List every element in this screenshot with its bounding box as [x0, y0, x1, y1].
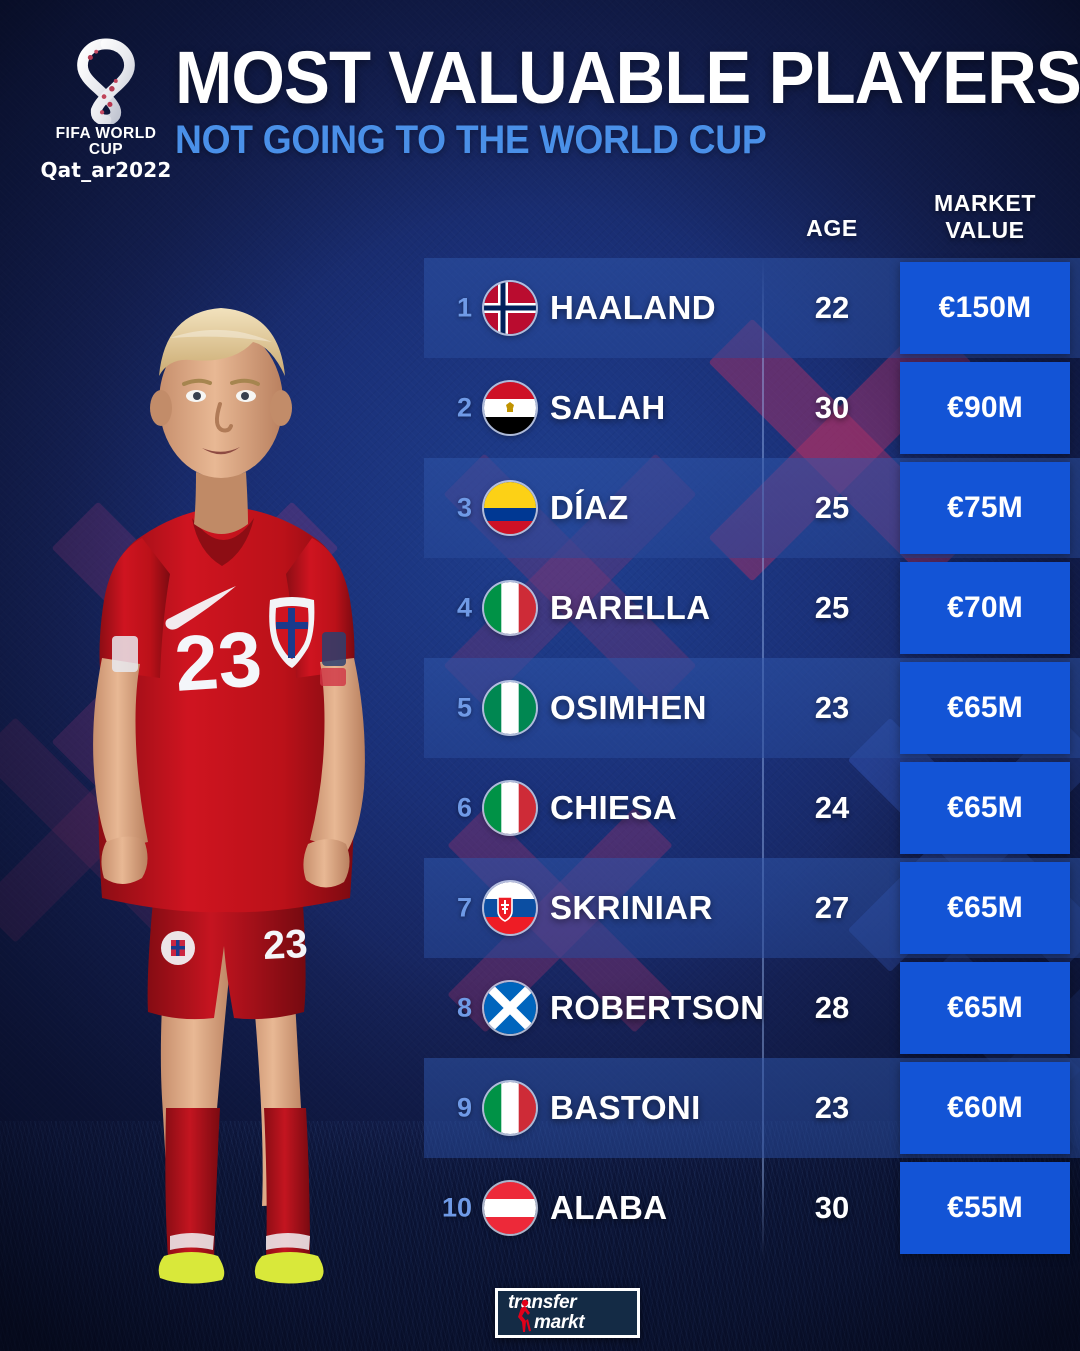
flag-slovakia-icon: [484, 882, 536, 934]
player-market-value: €55M: [900, 1162, 1070, 1254]
player-age: 30: [814, 390, 850, 425]
player-name: ALABA: [550, 1189, 668, 1226]
header: FIFA WORLD CUP Qat_ar2022 MOST VALUABLE …: [0, 0, 1080, 190]
player-name: OSIMHEN: [550, 689, 707, 726]
player-age: 30: [814, 1190, 850, 1225]
player-age: 23: [814, 1090, 850, 1125]
transfermarkt-logo-line2: markt: [534, 1312, 585, 1333]
flag-italy-icon: [484, 582, 536, 634]
rank-number: 5: [456, 692, 472, 723]
transfermarkt-logo: transfer markt: [495, 1288, 640, 1338]
table-row[interactable]: 8 ROBERTSON 28 €65M: [0, 958, 1080, 1058]
player-market-value: €65M: [900, 862, 1070, 954]
rank-number: 6: [456, 792, 472, 823]
player-name: SALAH: [550, 389, 666, 426]
player-market-value: €90M: [900, 362, 1070, 454]
flag-nigeria-icon: [484, 682, 536, 734]
page-subtitle: NOT GOING TO THE WORLD CUP: [175, 118, 767, 163]
flag-italy-icon: [484, 1082, 536, 1134]
table-row[interactable]: 10 ALABA 30 €55M: [0, 1158, 1080, 1258]
player-age: 24: [814, 790, 850, 825]
player-age: 25: [814, 590, 850, 625]
rank-number: 7: [456, 892, 472, 923]
player-name: DÍAZ: [550, 489, 629, 526]
player-age: 27: [814, 890, 850, 925]
column-header-market-value-line1: MARKET: [934, 190, 1036, 216]
flag-scotland-icon: [484, 982, 536, 1034]
player-market-value: €70M: [900, 562, 1070, 654]
player-age: 25: [814, 490, 850, 525]
table-row[interactable]: 3 DÍAZ 25 €75M: [0, 458, 1080, 558]
column-headers: AGE MARKET VALUE: [0, 180, 1080, 258]
players-table: 1 HAALAND 22 €150M 2 SALAH 30 €90M 3 DÍAZ 25 €75…: [0, 258, 1080, 1260]
player-market-value: €65M: [900, 762, 1070, 854]
player-name: CHIESA: [550, 789, 678, 826]
table-row[interactable]: 9 BASTONI 23 €60M: [0, 1058, 1080, 1158]
flag-colombia-icon: [484, 482, 536, 534]
table-row[interactable]: 1 HAALAND 22 €150M: [0, 258, 1080, 358]
player-market-value: €65M: [900, 962, 1070, 1054]
player-name: BARELLA: [550, 589, 711, 626]
player-market-value: €65M: [900, 662, 1070, 754]
table-row[interactable]: 5 OSIMHEN 23 €65M: [0, 658, 1080, 758]
transfermarkt-player-figure-icon: [518, 1299, 531, 1332]
rank-number: 4: [456, 592, 472, 623]
table-row[interactable]: 4 BARELLA 25 €70M: [0, 558, 1080, 658]
column-header-market-value: MARKET VALUE: [900, 190, 1070, 244]
flag-egypt-icon: [484, 382, 536, 434]
table-row[interactable]: 7 SKRINIAR 27 €65M: [0, 858, 1080, 958]
fifa-world-cup-qatar-2022-logo: FIFA WORLD CUP Qat_ar2022: [38, 36, 174, 181]
table-row[interactable]: 2 SALAH 30 €90M: [0, 358, 1080, 458]
player-name: ROBERTSON: [550, 989, 765, 1026]
page-title: MOST VALUABLE PLAYERS: [175, 36, 1080, 119]
title-block: MOST VALUABLE PLAYERS NOT GOING TO THE W…: [175, 36, 1080, 163]
column-header-age: AGE: [806, 215, 858, 241]
player-age: 22: [814, 290, 850, 325]
player-age: 23: [814, 690, 850, 725]
player-market-value: €75M: [900, 462, 1070, 554]
player-name: BASTONI: [550, 1089, 701, 1126]
erling-haaland-photo: 23 23: [20, 218, 430, 1288]
rank-number: 8: [456, 992, 472, 1023]
player-market-value: €150M: [900, 262, 1070, 354]
flag-italy-icon: [484, 782, 536, 834]
player-age: 28: [814, 990, 850, 1025]
table-row[interactable]: 6 CHIESA 24 €65M: [0, 758, 1080, 858]
flag-austria-icon: [484, 1182, 536, 1234]
svg-text:23: 23: [262, 922, 309, 968]
rank-number: 2: [456, 392, 472, 423]
rank-number: 9: [456, 1092, 472, 1123]
column-divider: [762, 258, 764, 1258]
player-name: SKRINIAR: [550, 889, 713, 926]
rank-number: 10: [441, 1192, 472, 1223]
rank-number: 1: [456, 292, 472, 323]
flag-norway-icon: [484, 282, 536, 334]
fifa-logo-line1: FIFA WORLD CUP: [55, 125, 157, 159]
rank-number: 3: [456, 492, 472, 523]
player-market-value: €60M: [900, 1062, 1070, 1154]
player-name: HAALAND: [550, 289, 716, 326]
svg-text:23: 23: [172, 614, 265, 708]
column-header-market-value-line2: VALUE: [945, 217, 1025, 244]
fifa-logo-line2: Qat_ar2022: [40, 157, 172, 182]
world-cup-trophy-ribbon-icon: [77, 38, 135, 124]
